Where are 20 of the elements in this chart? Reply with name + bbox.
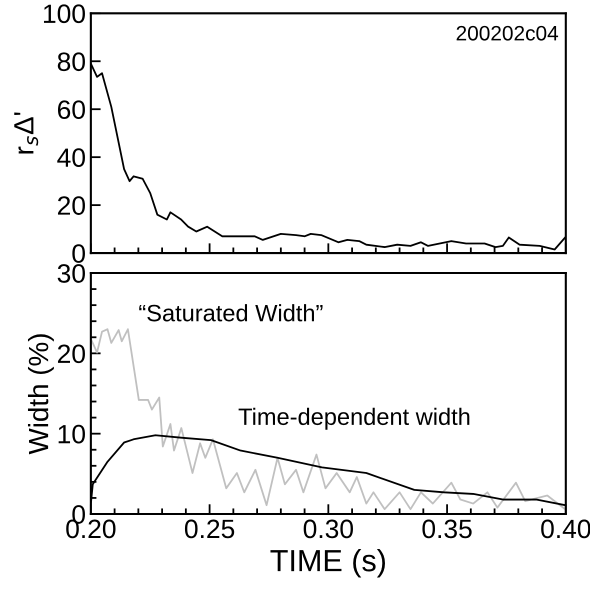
x-tick-label: 0.25 <box>184 520 234 538</box>
y-axis-title: Width (%) <box>28 334 54 454</box>
y-tick-label: 40 <box>57 148 85 167</box>
y-tick-label: 0 <box>72 244 85 263</box>
y-tick-label: 10 <box>58 424 85 444</box>
annotation: 200202c04 <box>456 26 558 41</box>
y-tick-label: 30 <box>58 264 85 283</box>
x-tick-label: 0.40 <box>541 520 590 538</box>
x-axis-title: TIME (s) <box>270 549 385 578</box>
y-tick-label: 20 <box>58 344 85 364</box>
y-tick-label: 20 <box>58 196 85 215</box>
line-series <box>90 328 566 510</box>
series-label: “Saturated Width” <box>139 304 323 322</box>
series-label: Time-dependent width <box>238 408 470 430</box>
x-tick-label: 0.30 <box>304 520 353 538</box>
y-axis-title: r$_{s}$Δ' <box>14 112 38 154</box>
y-tick-label: 100 <box>44 4 85 24</box>
y-tick-label: 60 <box>58 100 85 120</box>
x-tick-label: 0.35 <box>422 520 472 538</box>
y-tick-label: 80 <box>58 52 85 72</box>
